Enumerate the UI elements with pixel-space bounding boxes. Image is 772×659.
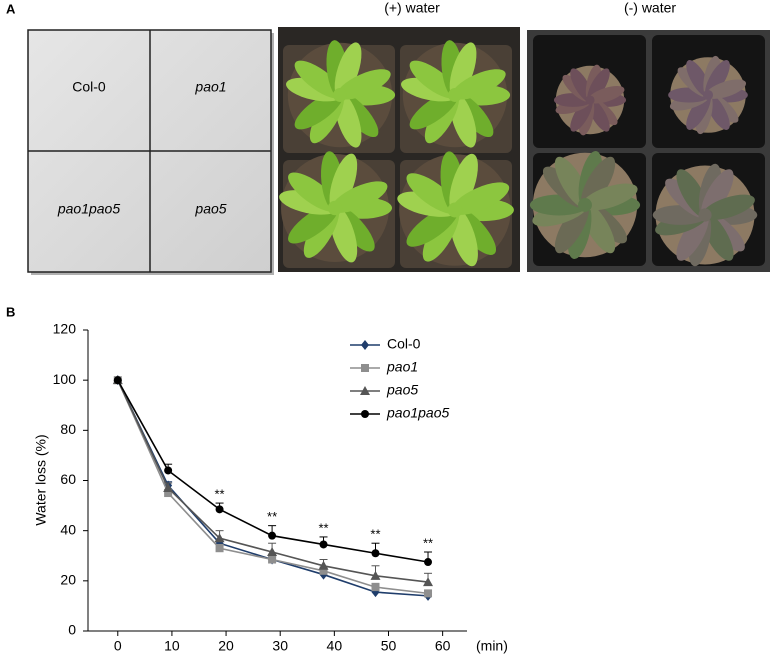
marker [268,531,277,540]
photo-content [279,35,765,268]
photo-caption: (+) water [384,0,440,16]
x-tick-label: 10 [164,638,180,654]
marker [361,364,369,372]
marker [319,566,328,575]
x-tick-label: 30 [272,638,288,654]
marker [424,589,433,598]
cell-label: pao5 [194,201,226,217]
leaf [329,153,358,212]
y-tick-label: 20 [60,572,76,588]
marker [267,546,278,556]
y-tick-label: 40 [60,521,76,537]
leaf [452,69,506,100]
leaf [449,153,478,214]
center [333,88,347,102]
marker [318,560,329,570]
marker [113,376,122,385]
marker [370,570,381,580]
marker [268,555,277,564]
leaf [288,172,339,212]
legend-label: pao1 [386,359,418,375]
cell-label: pao1pao5 [57,201,121,217]
marker [214,533,225,543]
x-tick-label: 60 [435,638,451,654]
center [585,95,595,105]
legend-label: pao5 [386,382,418,398]
center [578,198,592,212]
marker [164,489,173,498]
marker [360,386,370,395]
marker [423,577,434,587]
y-tick-label: 120 [53,321,77,337]
x-tick-label: 20 [218,638,234,654]
photo-caption: (-) water [624,0,676,16]
significance: ** [370,527,380,542]
cell-label: pao1 [194,79,226,95]
leaf [406,173,459,214]
marker [371,583,380,592]
y-tick-label: 100 [53,371,77,387]
leaf [331,181,388,213]
marker [361,410,369,418]
marker [215,544,224,553]
leaf [449,42,477,98]
leaf [334,42,362,98]
marker [371,549,380,558]
x-tick-label: 50 [381,638,397,654]
marker [319,540,328,549]
y-tick-label: 80 [60,421,76,437]
panel-label: B [6,304,15,319]
center [702,89,714,101]
leaf [409,60,459,99]
series-line [117,379,429,597]
leaf [337,69,391,100]
significance: ** [423,535,433,550]
leaf [294,60,344,99]
marker [361,340,369,350]
significance: ** [318,520,328,535]
marker [164,466,173,475]
leaf [582,183,638,211]
leaf [705,79,747,99]
panel-label: A [6,1,16,16]
leaf [702,194,755,221]
center [448,88,462,102]
significance: ** [215,487,225,502]
leaf [588,85,625,104]
center [447,202,463,218]
marker [215,505,224,514]
legend-label: pao1pao5 [386,405,450,421]
y-axis-label: Water loss (%) [33,434,49,525]
marker [163,483,174,493]
center [698,208,712,222]
y-tick-label: 0 [68,622,76,638]
legend-label: Col-0 [387,336,421,352]
x-tick-label: 0 [114,638,122,654]
significance: ** [267,509,277,524]
marker [424,558,433,567]
cell-label: Col-0 [72,79,106,95]
center [327,200,343,216]
y-tick-label: 60 [60,471,76,487]
x-tick-label: 40 [327,638,343,654]
leaf [451,182,510,215]
x-axis-unit: (min) [476,638,508,654]
